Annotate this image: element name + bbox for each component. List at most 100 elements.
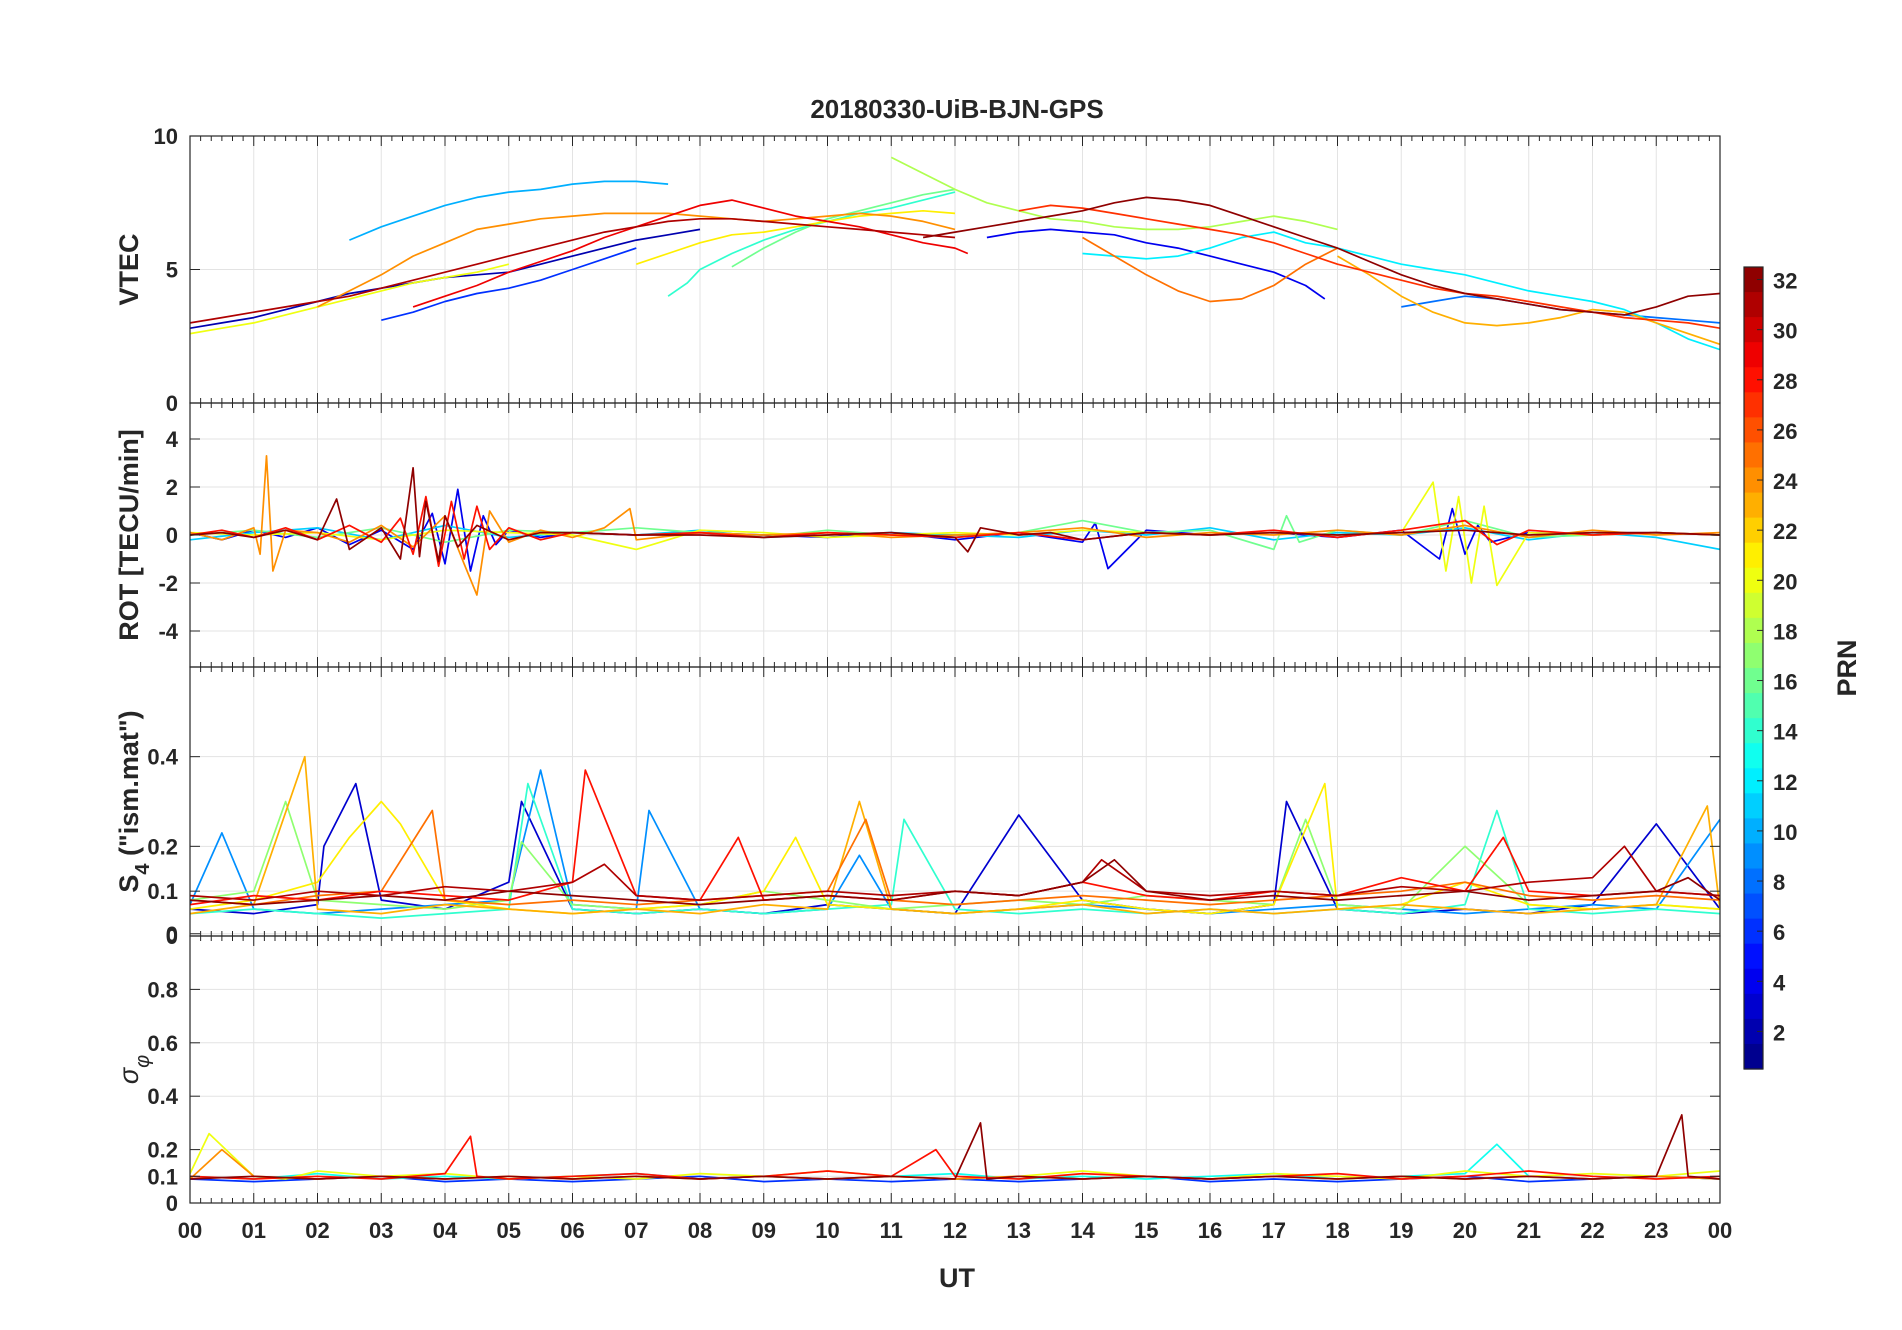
colorbar-swatch xyxy=(1744,993,1763,1020)
y-tick-label: 2 xyxy=(166,475,178,500)
colorbar-swatch xyxy=(1744,818,1763,845)
x-tick-label: 19 xyxy=(1389,1218,1413,1243)
x-ticks-s4 xyxy=(189,667,1721,936)
colorbar-swatch xyxy=(1744,342,1763,368)
x-ticks-sigma_phi xyxy=(189,936,1721,1203)
y-tick-label: 4 xyxy=(166,427,179,452)
colorbar-tick-label: 30 xyxy=(1773,319,1797,344)
x-tick-labels: 00 01 02 03 04 05 06 07 08 09 10 11 12 13 14 15 16 17 18 19… xyxy=(178,1218,1732,1243)
colorbar-swatch xyxy=(1744,893,1763,920)
series-prn-6 xyxy=(381,247,637,322)
y-tick-label: 0.4 xyxy=(147,745,178,770)
y-tick-label: 0 xyxy=(166,1191,178,1216)
colorbar-tick-label: 32 xyxy=(1773,269,1797,294)
panel-rot: 4 2 0 -2 -4 ROT [TECU/min] xyxy=(114,402,1721,668)
x-tick-label: 22 xyxy=(1580,1218,1604,1243)
colorbar-swatch xyxy=(1744,668,1763,694)
colorbar-tick-label: 14 xyxy=(1773,720,1798,745)
y-tick-labels-rot: 4 2 0 -2 -4 xyxy=(158,427,1720,644)
colorbar-label: PRN xyxy=(1832,639,1862,696)
y-tick-label: 10 xyxy=(154,124,178,149)
colorbar-swatch xyxy=(1744,1018,1763,1045)
x-tick-label: 00 xyxy=(1708,1218,1732,1243)
y-tick-label: -4 xyxy=(158,619,178,644)
series-group-s4 xyxy=(190,755,1720,919)
colorbar-swatch xyxy=(1744,768,1763,794)
series-prn-21 xyxy=(636,209,956,266)
y-tick-label: 0.6 xyxy=(147,1031,178,1056)
y-axis-label-sigma_phi: σφ xyxy=(114,1055,154,1084)
colorbar-swatch xyxy=(1744,592,1763,619)
series-prn-32 xyxy=(922,196,1720,316)
colorbar-tick-label: 4 xyxy=(1773,970,1786,995)
colorbar-tick-label: 22 xyxy=(1773,519,1797,544)
x-tick-label: 15 xyxy=(1134,1218,1158,1243)
x-tick-label: 09 xyxy=(752,1218,776,1243)
x-tick-label: 05 xyxy=(497,1218,521,1243)
y-tick-label: 0.1 xyxy=(147,879,178,904)
series-prn-32 xyxy=(190,466,1720,563)
x-tick-label: 00 xyxy=(178,1218,202,1243)
series-prn-20 xyxy=(190,481,1720,587)
y-tick-label: 0.2 xyxy=(147,1138,178,1163)
colorbar-tick-label: 12 xyxy=(1773,770,1797,795)
series-prn-27 xyxy=(1018,204,1720,330)
series-prn-14 xyxy=(667,191,956,297)
y-tick-labels-s4: 000.10.20.4 xyxy=(147,745,1720,949)
x-tick-label: 13 xyxy=(1007,1218,1031,1243)
x-tick-label: 01 xyxy=(242,1218,266,1243)
colorbar-tick-label: 20 xyxy=(1773,569,1797,594)
colorbar-swatch xyxy=(1744,943,1763,970)
colorbar-swatch xyxy=(1744,918,1763,945)
series-prn-23 xyxy=(190,755,1720,915)
x-tick-label: 10 xyxy=(815,1218,839,1243)
y-tick-label: 0 xyxy=(166,523,178,548)
x-tick-label: 11 xyxy=(880,1218,903,1243)
x-tick-label: 03 xyxy=(369,1218,393,1243)
series-prn-4 xyxy=(986,228,1326,300)
series-prn-32 xyxy=(190,1114,1720,1180)
series-prn-17 xyxy=(190,800,1720,910)
colorbar-swatch xyxy=(1744,317,1763,343)
colorbar-tick-label: 28 xyxy=(1773,369,1797,394)
series-prn-23 xyxy=(1337,255,1720,346)
colorbar-swatch xyxy=(1744,642,1763,669)
colorbar-tick-label: 10 xyxy=(1773,820,1797,845)
series-prn-18 xyxy=(890,156,1338,231)
y-tick-label: 0.2 xyxy=(147,834,178,859)
colorbar-tick-label: 2 xyxy=(1773,1020,1785,1045)
x-axis-label: UT xyxy=(939,1263,975,1293)
colorbar-tick-label: 8 xyxy=(1773,870,1785,895)
panel-s4: 000.10.20.4S4 ("ism.mat") xyxy=(114,666,1721,949)
x-ticks-vtec xyxy=(189,136,1721,403)
series-prn-29 xyxy=(412,199,969,308)
colorbar-swatch xyxy=(1744,267,1763,293)
y-tick-label: 0.1 xyxy=(147,1164,178,1189)
series-group-rot xyxy=(190,454,1720,596)
x-tick-label: 04 xyxy=(433,1218,458,1243)
x-tick-label: 06 xyxy=(560,1218,584,1243)
colorbar-swatch xyxy=(1744,492,1763,519)
series-group-vtec xyxy=(190,156,1720,351)
x-tick-label: 07 xyxy=(624,1218,648,1243)
x-tick-label: 17 xyxy=(1262,1218,1286,1243)
colorbar-swatch xyxy=(1744,843,1763,870)
colorbar-swatch xyxy=(1744,467,1763,494)
series-group-sigma_phi xyxy=(190,1114,1720,1183)
colorbar-tick-label: 16 xyxy=(1773,670,1797,695)
colorbar-swatch xyxy=(1744,392,1763,418)
colorbar-swatch xyxy=(1744,417,1763,444)
y-tick-label: 0.8 xyxy=(147,977,178,1002)
colorbar-swatch xyxy=(1744,517,1763,544)
colorbar-swatch xyxy=(1744,868,1763,895)
colorbar-swatch xyxy=(1744,442,1763,469)
series-prn-20 xyxy=(190,263,510,335)
y-tick-label: 0.4 xyxy=(147,1084,178,1109)
chart-title: 20180330-UiB-BJN-GPS xyxy=(810,94,1103,124)
colorbar-tick-label: 6 xyxy=(1773,920,1785,945)
colorbar-swatch xyxy=(1744,617,1763,644)
series-prn-10 xyxy=(349,180,669,241)
colorbar-swatch xyxy=(1744,1043,1763,1070)
